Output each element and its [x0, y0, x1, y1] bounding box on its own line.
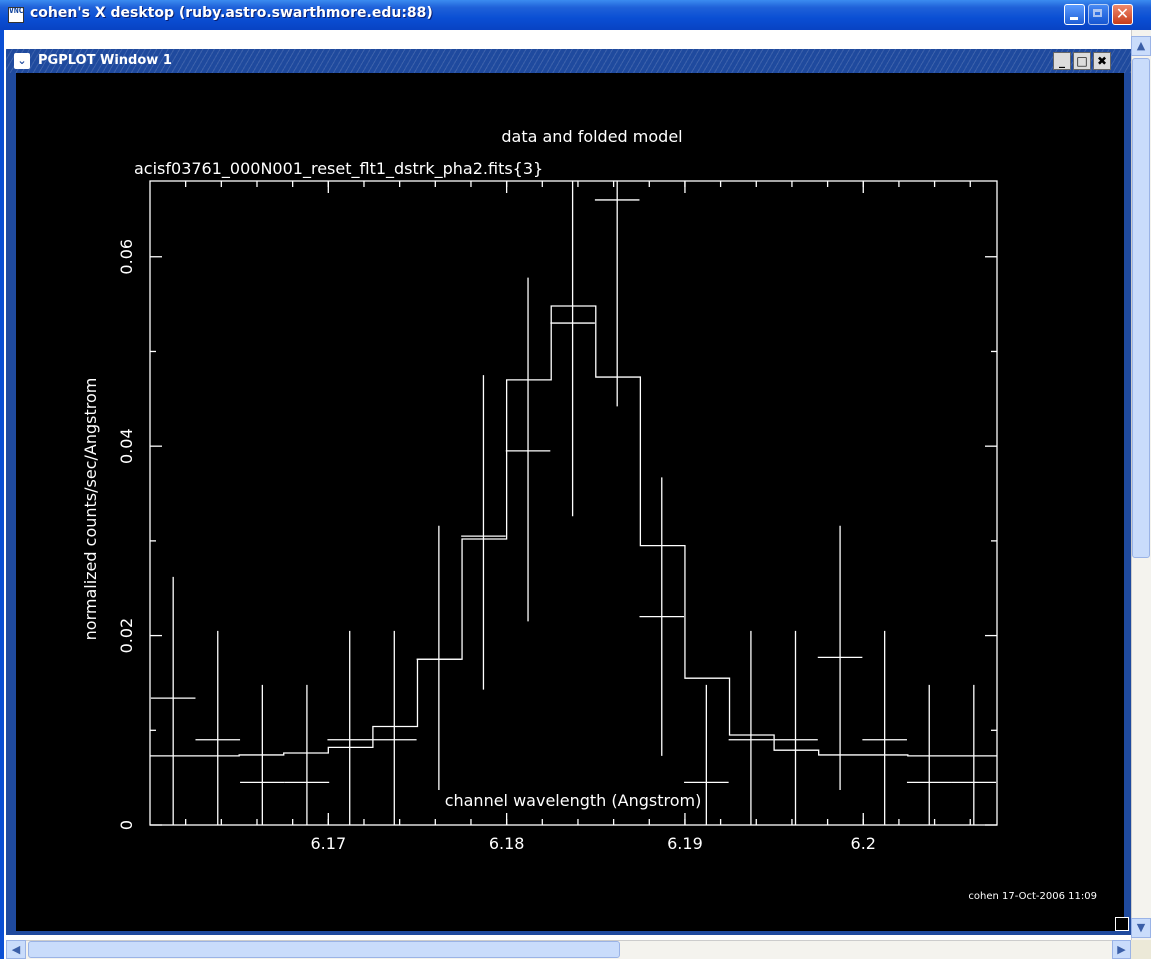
- pgplot-minimize-button[interactable]: _: [1053, 52, 1071, 70]
- data-point: [684, 684, 729, 825]
- resize-grip[interactable]: [1131, 940, 1151, 959]
- y-tick-label: 0.02: [117, 618, 136, 654]
- model-histogram-group: [150, 305, 997, 757]
- scroll-up-button[interactable]: ▲: [1131, 36, 1151, 56]
- data-point: [550, 181, 595, 517]
- scroll-left-button[interactable]: ◀: [6, 940, 26, 959]
- data-point: [240, 684, 285, 825]
- pgplot-maximize-button[interactable]: □: [1073, 52, 1091, 70]
- data-point: [862, 630, 907, 825]
- data-point: [327, 630, 373, 825]
- data-point: [728, 630, 774, 825]
- x-tick-label: 6.17: [311, 834, 347, 853]
- model-histogram-line: [150, 305, 997, 757]
- data-point: [505, 277, 551, 622]
- x-axis-label: channel wavelength (Angstrom): [445, 791, 702, 810]
- data-point: [951, 684, 997, 825]
- x-tick-label: 6.19: [667, 834, 703, 853]
- close-button[interactable]: ✕: [1112, 4, 1133, 25]
- vnc-app-icon[interactable]: VNC: [8, 7, 24, 23]
- y-tick-label: 0.04: [117, 428, 136, 464]
- chart-title: data and folded model: [501, 127, 682, 146]
- data-point: [372, 630, 417, 825]
- data-points-group: [150, 181, 997, 825]
- spectrum-plot: data and folded model acisf03761_000N001…: [81, 127, 1097, 902]
- window-title: cohen's X desktop (ruby.astro.swarthmore…: [30, 5, 433, 21]
- chart-subtitle: acisf03761_000N001_reset_flt1_dstrk_pha2…: [134, 159, 543, 179]
- data-point: [817, 525, 863, 790]
- close-icon: ✕: [1115, 4, 1130, 23]
- vertical-scroll-thumb[interactable]: [1132, 58, 1150, 558]
- data-point: [773, 630, 818, 825]
- data-point: [461, 375, 506, 690]
- xp-title-bar[interactable]: VNC cohen's X desktop (ruby.astro.swarth…: [0, 0, 1151, 30]
- data-point: [906, 684, 952, 825]
- window-left-border: [0, 30, 4, 959]
- data-point: [416, 525, 462, 790]
- tick-marks: 6.17 6.18 6.19 6.2 0 0.02 0.04 0.06: [117, 181, 997, 853]
- scroll-down-button[interactable]: ▼: [1131, 918, 1151, 938]
- minimize-button[interactable]: [1064, 4, 1085, 25]
- pgplot-menu-button[interactable]: ⌄: [14, 53, 30, 69]
- data-point: [594, 181, 640, 407]
- y-axis-label: normalized counts/sec/Angstrom: [81, 378, 100, 641]
- resize-corner-icon[interactable]: [1115, 917, 1129, 931]
- pgplot-close-button[interactable]: ✖: [1093, 52, 1111, 70]
- x-tick-label: 6.2: [851, 834, 876, 853]
- data-point: [150, 576, 196, 825]
- plot-canvas: data and folded model acisf03761_000N001…: [16, 73, 1124, 931]
- plot-footer-stamp: cohen 17-Oct-2006 11:09: [968, 891, 1097, 902]
- x-tick-label: 6.18: [489, 834, 525, 853]
- pgplot-window-title: PGPLOT Window 1: [38, 53, 172, 68]
- plot-frame: [149, 180, 998, 826]
- data-point: [284, 684, 330, 825]
- data-point: [639, 477, 685, 756]
- pgplot-title-bar[interactable]: [6, 49, 1131, 73]
- y-tick-label: 0.06: [117, 239, 136, 275]
- data-point: [195, 630, 241, 825]
- horizontal-scroll-thumb[interactable]: [28, 941, 620, 958]
- scroll-right-button[interactable]: ▶: [1112, 940, 1131, 959]
- maximize-button[interactable]: [1088, 4, 1109, 25]
- plot-axes: [149, 180, 998, 826]
- y-tick-label: 0: [117, 820, 136, 830]
